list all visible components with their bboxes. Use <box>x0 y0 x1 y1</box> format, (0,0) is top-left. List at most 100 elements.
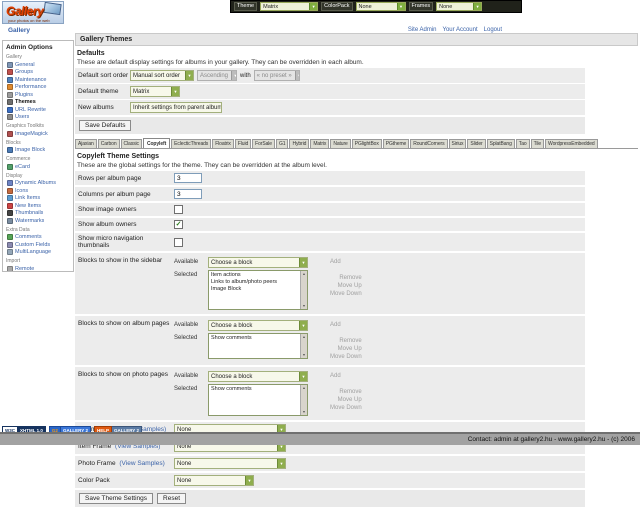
tab-nature[interactable]: Nature <box>330 139 351 148</box>
blocks-photo-remove-link[interactable]: Remove <box>339 389 362 395</box>
blocks-sidebar-add-link[interactable]: Add <box>330 259 341 265</box>
tab-copyleft[interactable]: Copyleft <box>142 138 171 148</box>
tab-pgtheme[interactable]: PGtheme <box>382 139 410 148</box>
list-option[interactable]: Show comments <box>211 386 252 392</box>
blocks-album-add-link[interactable]: Add <box>330 322 341 328</box>
blocks-album-move-down-link[interactable]: Move Down <box>330 354 362 360</box>
tab-ajaxian[interactable]: Ajaxian <box>75 139 97 148</box>
tab-forsale[interactable]: ForSale <box>252 139 275 148</box>
columns-per-page-input[interactable] <box>174 189 202 199</box>
rows-per-page-input[interactable] <box>174 173 202 183</box>
blocks-sidebar-remove-link[interactable]: Remove <box>339 275 362 281</box>
tab-eclecticthreads[interactable]: EclecticThreads <box>171 139 212 148</box>
save-defaults-button[interactable]: Save Defaults <box>79 120 132 131</box>
tab-carbon[interactable]: Carbon <box>97 139 120 148</box>
blocks-sidebar-move-up-link[interactable]: Move Up <box>337 283 362 289</box>
sidebar-section-import: ImportRemoteUpload AppletWeb/Server <box>5 258 71 271</box>
sidebar-item-url-rewrite[interactable]: URL Rewrite <box>5 106 71 114</box>
reset-button[interactable]: Reset <box>157 493 187 504</box>
scroll-down-icon[interactable]: ▼ <box>302 410 306 414</box>
show-album-owners-checkbox[interactable]: ✓ <box>174 220 183 229</box>
frames-select[interactable]: None ▼ <box>436 2 483 11</box>
tab-classic[interactable]: Classic <box>120 139 142 148</box>
scroll-up-icon[interactable]: ▲ <box>302 335 306 339</box>
sidebar-item-themes[interactable]: Themes <box>5 99 71 107</box>
site-admin-link[interactable]: Site Admin <box>407 27 437 33</box>
tab-roundcorners[interactable]: RoundCorners <box>410 139 448 148</box>
sidebar-item-custom-fields[interactable]: Custom Fields <box>5 241 71 249</box>
list-option[interactable]: Item actions <box>211 272 241 278</box>
sidebar-item-icons[interactable]: Icons <box>5 187 71 195</box>
tab-hybrid[interactable]: Hybrid <box>289 139 310 148</box>
tab-tile[interactable]: Tile <box>530 139 545 148</box>
scrollbar[interactable]: ▲ ▼ <box>300 334 307 358</box>
photo-frame-select[interactable]: None ▼ <box>174 458 286 469</box>
sidebar-item-ecard[interactable]: eCard <box>5 163 71 171</box>
blocks-album-move-up-link[interactable]: Move Up <box>337 346 362 352</box>
sidebar-item-performance[interactable]: Performance <box>5 84 71 92</box>
tab-siriux[interactable]: Siriux <box>448 139 467 148</box>
sidebar-item-plugins[interactable]: Plugins <box>5 91 71 99</box>
theme-select[interactable]: Matrix ▼ <box>260 2 319 11</box>
gallery-logo[interactable]: Gallery your photos on the web <box>2 1 64 24</box>
blocks-album-remove-link[interactable]: Remove <box>339 338 362 344</box>
default-theme-select[interactable]: Matrix ▼ <box>130 86 180 97</box>
album-frame-view-samples-link[interactable]: (View Samples) <box>120 426 167 433</box>
tab-slider[interactable]: Slider <box>467 139 486 148</box>
scroll-down-icon[interactable]: ▼ <box>302 304 306 308</box>
sidebar-item-comments[interactable]: Comments <box>5 234 71 242</box>
blocks-album-available-select[interactable]: Choose a block ▼ <box>208 320 308 331</box>
tab-pglightbox[interactable]: PGlightBox <box>351 139 382 148</box>
your-account-link[interactable]: Your Account <box>442 27 478 33</box>
tab-floatrix[interactable]: Floatrix <box>212 139 234 148</box>
default-sort-order-select[interactable]: Manual sort order ▼ <box>130 70 194 81</box>
tab-g1[interactable]: G1 <box>275 139 289 148</box>
scroll-up-icon[interactable]: ▲ <box>302 272 306 276</box>
blocks-photo-move-up-link[interactable]: Move Up <box>337 397 362 403</box>
tab-wordpressembedded[interactable]: WordpressEmbedded <box>545 139 598 148</box>
sidebar-item-link-items[interactable]: Link Items <box>5 195 71 203</box>
blocks-sidebar-move-down-link[interactable]: Move Down <box>330 291 362 297</box>
colorpack-select[interactable]: None ▼ <box>355 2 406 11</box>
sidebar-item-multilanguage[interactable]: MultiLanguage <box>5 249 71 257</box>
tab-tao[interactable]: Tao <box>515 139 530 148</box>
color-pack-select[interactable]: None ▼ <box>174 475 254 486</box>
sidebar-item-watermarks[interactable]: Watermarks <box>5 217 71 225</box>
sidebar-item-dynamic-albums[interactable]: Dynamic Albums <box>5 180 71 188</box>
photo-frame-view-samples-link[interactable]: (View Samples) <box>119 460 165 467</box>
save-theme-settings-button[interactable]: Save Theme Settings <box>79 493 154 504</box>
blocks-album-selected-list[interactable]: ▲ ▼ Show comments <box>208 333 308 359</box>
blocks-sidebar-available-select[interactable]: Choose a block ▼ <box>208 257 308 268</box>
list-option[interactable]: Show comments <box>211 335 252 341</box>
logout-link[interactable]: Logout <box>483 27 502 33</box>
blocks-photo-available-select[interactable]: Choose a block ▼ <box>208 371 308 382</box>
scroll-down-icon[interactable]: ▼ <box>302 353 306 357</box>
sidebar-item-imagemagick[interactable]: ImageMagick <box>5 130 71 138</box>
users-icon <box>7 114 13 121</box>
sidebar-item-thumbnails[interactable]: Thumbnails <box>5 210 71 218</box>
tab-splatbang[interactable]: SplatBang <box>486 139 515 148</box>
sidebar-item-general[interactable]: General <box>5 61 71 69</box>
blocks-sidebar-selected-list[interactable]: ▲ ▼ Item actions Links to album/photo peer… <box>208 270 308 310</box>
sidebar-item-remote[interactable]: Remote <box>5 265 71 271</box>
blocks-photo-selected-list[interactable]: ▲ ▼ Show comments <box>208 384 308 416</box>
tab-fluid[interactable]: Fluid <box>234 139 252 148</box>
sidebar-item-users[interactable]: Users <box>5 114 71 122</box>
blocks-photo-move-down-link[interactable]: Move Down <box>330 405 362 411</box>
tab-matrix[interactable]: Matrix <box>310 139 330 148</box>
sidebar-item-image-block[interactable]: Image Block <box>5 147 71 155</box>
color-pack-row: Color Pack None ▼ <box>75 473 585 488</box>
blocks-photo-add-link[interactable]: Add <box>330 373 341 379</box>
list-option[interactable]: Links to album/photo peers <box>211 279 278 285</box>
show-image-owners-checkbox[interactable] <box>174 205 183 214</box>
scrollbar[interactable]: ▲ ▼ <box>300 385 307 415</box>
show-micro-navigation-checkbox[interactable] <box>174 237 183 247</box>
sidebar-item-maintenance[interactable]: Maintenance <box>5 76 71 84</box>
sidebar-item-groups[interactable]: Groups <box>5 69 71 77</box>
list-option[interactable]: Image Block <box>211 286 242 292</box>
sidebar-item-new-items[interactable]: New Items <box>5 202 71 210</box>
scroll-up-icon[interactable]: ▲ <box>302 386 306 390</box>
breadcrumb[interactable]: Gallery <box>8 27 31 34</box>
new-albums-select[interactable]: Inherit settings from parent album ▼ <box>130 102 222 113</box>
scrollbar[interactable]: ▲ ▼ <box>300 271 307 309</box>
